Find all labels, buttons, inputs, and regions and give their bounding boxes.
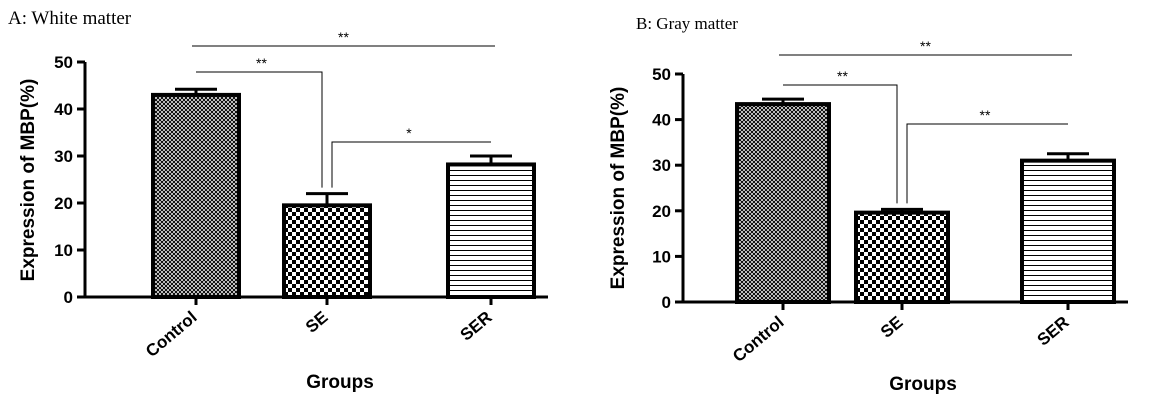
chart-b-title: B: Gray matter (636, 14, 738, 33)
chart-a-y-tick-label: 10 (54, 241, 73, 260)
chart-b-y-tick-label: 30 (652, 156, 671, 175)
chart-a-y-tick-label: 0 (64, 288, 73, 307)
chart-a-significance-bracket (196, 71, 323, 188)
chart-b-significance-label: ** (920, 38, 931, 54)
chart-b-y-axis-title: Expression of MBP(%) (608, 87, 629, 290)
chart-a-y-axis-title: Expression of MBP(%) (18, 79, 39, 282)
chart-b-category-label: SE (877, 313, 907, 342)
chart-a-significance-label: ** (256, 55, 267, 71)
chart-b-significance-bracket (906, 123, 1068, 204)
chart-b-y-tick-label: 10 (652, 247, 671, 266)
chart-a-category-label: Control (142, 308, 201, 361)
chart-b-significance-bracket (783, 84, 898, 204)
chart-a-y-tick-label: 30 (54, 147, 73, 166)
chart-a-y-tick-label: 20 (54, 194, 73, 213)
chart-a-category-label: SE (302, 308, 332, 337)
chart-b-y-tick-label: 0 (662, 293, 671, 312)
chart-a-significance-label: * (406, 125, 412, 141)
chart-a-y-tick-label: 50 (54, 53, 73, 72)
chart-a-y-tick-label: 40 (54, 100, 73, 119)
chart-b-y-tick-label: 20 (652, 202, 671, 221)
chart-a: 0 10 20 30 40 50 Control SE SER Expression of MBP… (18, 29, 548, 393)
chart-a-bar (446, 162, 536, 299)
chart-b-significance-label: ** (980, 107, 991, 123)
chart-a-title: A: White matter (8, 8, 132, 29)
chart-a-significance-bracket (331, 141, 491, 188)
chart-b-y-tick-label: 50 (652, 65, 671, 84)
chart-b: 0 10 20 30 40 50 Control SE SER Expression of MBP… (608, 38, 1128, 395)
chart-a-category-label: SER (457, 308, 496, 345)
chart-b-y-tick-label: 40 (652, 111, 671, 130)
chart-b-category-label: SER (1034, 313, 1073, 350)
chart-a-significance-label: ** (338, 29, 349, 45)
chart-b-bar (1020, 158, 1116, 304)
chart-b-bar (854, 210, 950, 304)
chart-b-category-label: Control (729, 313, 788, 366)
chart-a-bar (282, 203, 372, 300)
chart-a-x-axis-title: Groups (306, 372, 374, 393)
chart-a-bar (151, 92, 241, 300)
chart-b-bar (735, 102, 831, 305)
chart-b-x-axis-title: Groups (889, 374, 957, 395)
chart-b-significance-label: ** (837, 68, 848, 84)
